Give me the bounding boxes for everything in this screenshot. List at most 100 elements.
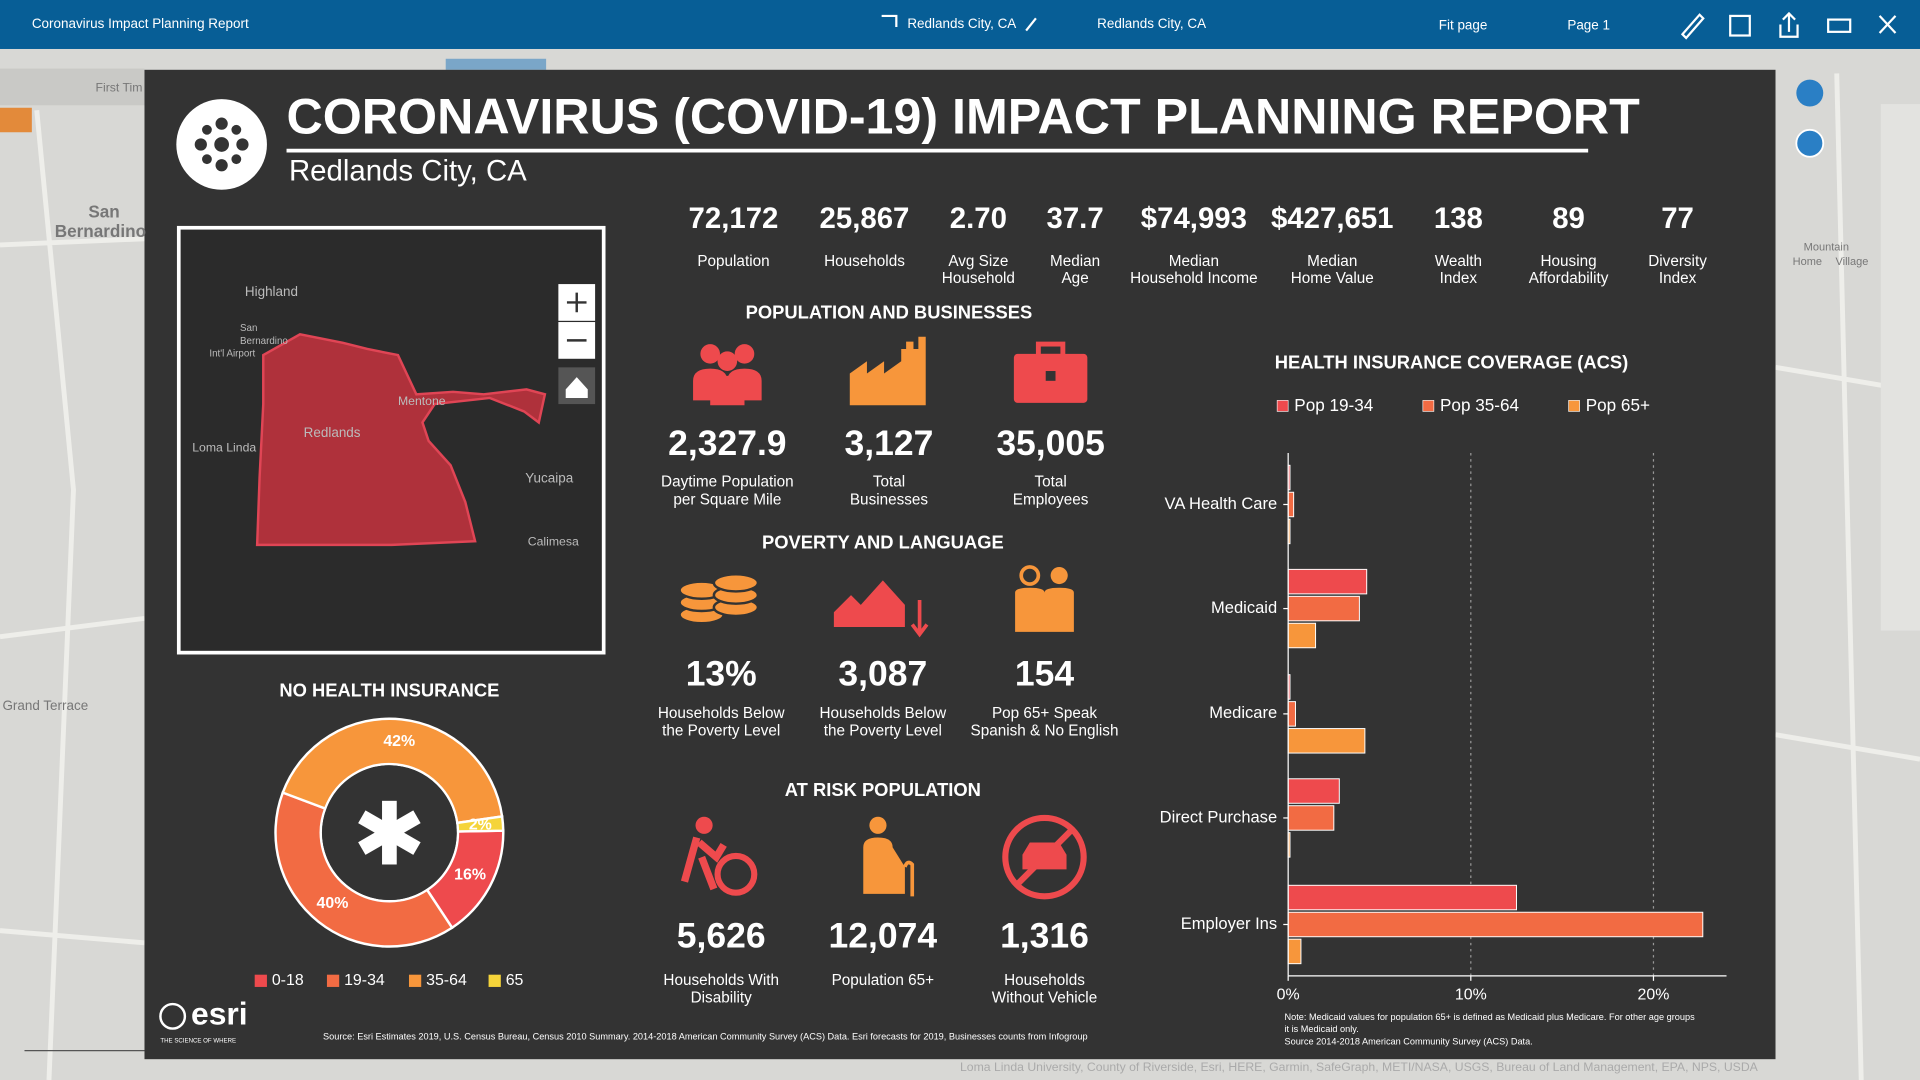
- icon: [863, 816, 915, 897]
- slice-label: 40%: [317, 895, 349, 912]
- map-place-label: Yucaipa: [525, 470, 573, 485]
- stat-value: 25,867: [820, 202, 910, 235]
- app-title[interactable]: Coronavirus Impact Planning Report: [32, 16, 249, 31]
- chart-note: it is Medicaid only.: [1284, 1024, 1358, 1034]
- edit-button[interactable]: [1680, 13, 1705, 40]
- icon-part: [1015, 587, 1074, 632]
- close-button[interactable]: [1878, 15, 1897, 34]
- metric-value: 5,626: [677, 915, 766, 955]
- share-button[interactable]: [1729, 14, 1751, 37]
- map-place-label: Calimesa: [528, 535, 579, 549]
- stat-label: Median: [1169, 253, 1219, 270]
- chart-note: Source 2014-2018 American Community Surv…: [1284, 1036, 1532, 1046]
- legend-swatch: [326, 974, 340, 987]
- logo-tagline: THE SCIENCE OF WHERE: [160, 1037, 236, 1044]
- donut-slice: [281, 717, 504, 825]
- legend-swatch: [488, 974, 501, 987]
- metric-label: Households Below: [658, 705, 786, 722]
- report-source: Source: Esri Estimates 2019, U.S. Census…: [323, 1032, 1088, 1042]
- metric-label: Spanish & No English: [971, 723, 1119, 740]
- bar: [1287, 884, 1517, 911]
- city-boundary: [255, 332, 547, 547]
- metric-value: 154: [1015, 653, 1074, 693]
- map-place-label: San: [240, 323, 257, 334]
- map-sidebar: [0, 68, 145, 106]
- icon: [693, 344, 762, 406]
- map-place-label: Bernardino: [240, 336, 288, 347]
- icon-part: [1050, 566, 1068, 585]
- icon-part: [680, 836, 727, 891]
- icon-part: [910, 600, 929, 638]
- slice-label: 2%: [469, 817, 492, 834]
- y-tick-label: Medicare: [1209, 703, 1277, 722]
- stat-label: Index: [1659, 270, 1697, 287]
- slice-label: 42%: [383, 733, 415, 750]
- metric-value: 1,316: [1000, 915, 1089, 955]
- map-tab-highlight: [445, 58, 547, 70]
- stat-label: Wealth: [1435, 253, 1482, 270]
- legend-swatch: [1422, 400, 1435, 412]
- map-label: Grand Terrace: [2, 698, 88, 713]
- y-tick-label: Medicaid: [1211, 598, 1277, 617]
- map-place-label: Int'l Airport: [209, 348, 255, 359]
- edit-location-button[interactable]: [1025, 17, 1037, 32]
- report-subtitle: Redlands City, CA: [289, 154, 527, 187]
- metric-label: Disability: [691, 990, 753, 1007]
- export-button[interactable]: [1779, 11, 1799, 38]
- logo-globe: [159, 1002, 187, 1030]
- bar: [1287, 805, 1335, 831]
- toolbar: [0, 0, 1920, 49]
- map-label: Mountain: [1804, 241, 1849, 253]
- virus-icon-dots: [194, 117, 249, 172]
- stat-value: 138: [1434, 202, 1483, 235]
- map-label: Home: [1793, 256, 1822, 268]
- legend-swatch: [408, 974, 422, 987]
- y-tick-label: Direct Purchase: [1160, 807, 1278, 826]
- icon-part: [1045, 371, 1056, 381]
- stat-value: 37.7: [1047, 202, 1104, 235]
- location-select[interactable]: Redlands City, CA: [1097, 16, 1206, 31]
- metric-label: per Square Mile: [673, 491, 781, 508]
- metric-label: Population 65+: [832, 972, 935, 989]
- map-attribution: Loma Linda University, County of Riversi…: [960, 1060, 1759, 1074]
- icon-part: [734, 344, 755, 364]
- print-button[interactable]: [1827, 18, 1852, 33]
- stat-value: $427,651: [1271, 202, 1394, 235]
- locate-icon: [881, 14, 898, 27]
- legend-swatch: [1276, 400, 1289, 412]
- chart-note: Note: Medicaid values for population 65+…: [1284, 1012, 1695, 1022]
- metric-value: 3,127: [845, 423, 934, 463]
- stat-label: Home Value: [1291, 270, 1374, 287]
- icon-part: [863, 837, 905, 894]
- map-place-label: Highland: [245, 284, 298, 299]
- page-select[interactable]: Page 1: [1567, 17, 1610, 32]
- bar: [1287, 491, 1295, 518]
- stat-label: Median: [1050, 253, 1100, 270]
- stat-label: Avg Size: [948, 253, 1008, 270]
- slice-label: 16%: [454, 866, 486, 883]
- bar: [1287, 911, 1704, 938]
- icon: [1013, 341, 1088, 403]
- stat-value: 89: [1552, 202, 1585, 235]
- legend-swatch: [1568, 400, 1580, 412]
- legend-label: 19-34: [344, 972, 385, 989]
- section-title: AT RISK POPULATION: [785, 779, 981, 800]
- map-label: First Tim: [96, 80, 143, 94]
- icon-part: [1015, 828, 1074, 887]
- stat-label: Household: [942, 270, 1015, 287]
- icon-part: [1035, 341, 1066, 359]
- metric-label: Pop 65+ Speak: [992, 705, 1097, 722]
- expand-button[interactable]: [1795, 128, 1825, 158]
- map-roads: [0, 73, 1920, 1080]
- stat-label: Household Income: [1130, 270, 1258, 287]
- legend-label: Pop 35-64: [1440, 395, 1520, 415]
- collapse-button[interactable]: [1796, 79, 1824, 107]
- icon-part: [717, 351, 738, 372]
- x-tick-label: 20%: [1638, 987, 1670, 1004]
- metric-label: Employees: [1013, 491, 1089, 508]
- stat-label: Diversity: [1648, 253, 1707, 270]
- metric-label: Businesses: [850, 491, 929, 508]
- stat-label: Age: [1061, 270, 1088, 287]
- zoom-select[interactable]: Fit page: [1439, 17, 1488, 32]
